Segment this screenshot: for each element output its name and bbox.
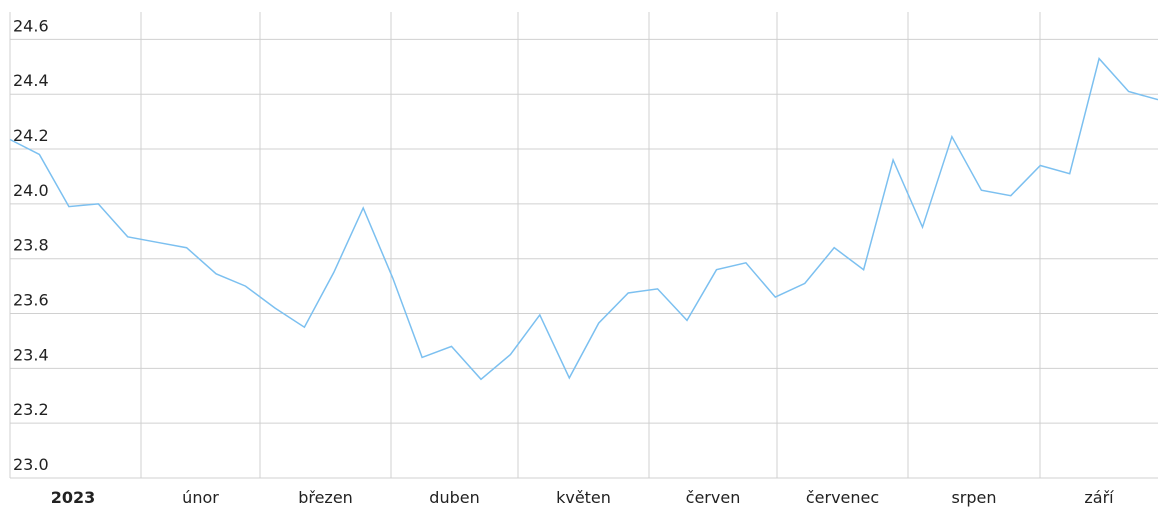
y-tick-label: 23.6 (13, 291, 49, 310)
x-tick-label: srpen (951, 488, 996, 507)
x-tick-label: 2023 (51, 488, 96, 507)
y-tick-label: 23.0 (13, 455, 49, 474)
y-tick-label: 23.2 (13, 400, 49, 419)
x-tick-label: duben (429, 488, 479, 507)
x-tick-label: únor (182, 488, 219, 507)
x-tick-label: březen (298, 488, 353, 507)
y-tick-label: 23.8 (13, 236, 49, 255)
x-tick-label: červen (686, 488, 741, 507)
data-line (9, 57, 1158, 381)
y-tick-label: 24.6 (13, 16, 49, 35)
y-tick-label: 23.4 (13, 345, 49, 364)
y-tick-label: 24.2 (13, 126, 49, 145)
y-tick-label: 24.4 (13, 71, 49, 90)
x-tick-label: září (1084, 488, 1114, 507)
x-tick-label: červenec (806, 488, 879, 507)
y-tick-label: 24.0 (13, 181, 49, 200)
x-tick-label: květen (556, 488, 611, 507)
